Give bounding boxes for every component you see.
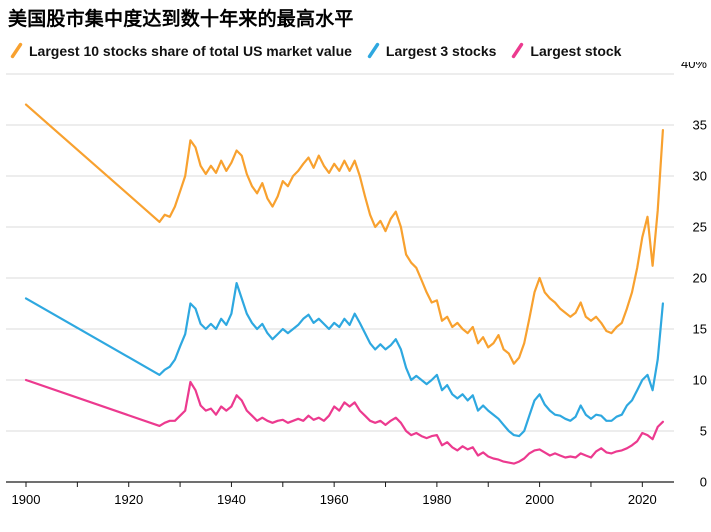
y-axis-label: 5 (700, 423, 707, 438)
legend-item-largest-3: Largest 3 stocks (367, 42, 497, 59)
legend-label-largest-3: Largest 3 stocks (385, 42, 497, 59)
series-line-2 (24, 378, 665, 465)
x-axis-label: 2020 (628, 492, 657, 507)
legend-dash-icon (10, 43, 23, 59)
x-axis-label: 1940 (217, 492, 246, 507)
y-axis-label: 15 (693, 321, 707, 336)
legend: Largest 10 stocks share of total US mark… (0, 32, 711, 62)
y-axis-label: 0 (700, 474, 707, 489)
y-axis-label: 25 (693, 219, 707, 234)
legend-label-largest-10: Largest 10 stocks share of total US mark… (29, 42, 352, 59)
legend-item-largest-1: Largest stock (511, 42, 621, 59)
chart-title: 美国股市集中度达到数十年来的最高水平 (8, 9, 354, 30)
legend-dash-icon (367, 43, 380, 59)
y-axis-label: 40% (681, 62, 707, 71)
legend-dash-icon (512, 43, 524, 59)
y-axis-label: 10 (693, 372, 707, 387)
y-axis-label: 35 (693, 117, 707, 132)
y-axis-label: 20 (693, 270, 707, 285)
legend-label-largest-1: Largest stock (530, 42, 622, 59)
legend-item-largest-10: Largest 10 stocks share of total US mark… (10, 42, 352, 59)
x-axis-label: 1920 (114, 492, 143, 507)
x-axis-label: 2000 (525, 492, 554, 507)
x-axis-label: 1900 (12, 492, 41, 507)
x-axis-label: 1980 (422, 492, 451, 507)
series-line-1 (24, 281, 665, 437)
chart-svg: 0 5 10 15 20 25 30 35 40% 1900 1920 1940 1960 1980 200… (6, 56, 707, 507)
y-axis-label: 30 (693, 168, 707, 183)
series-line-0 (24, 103, 665, 365)
x-axis-label: 1960 (320, 492, 349, 507)
